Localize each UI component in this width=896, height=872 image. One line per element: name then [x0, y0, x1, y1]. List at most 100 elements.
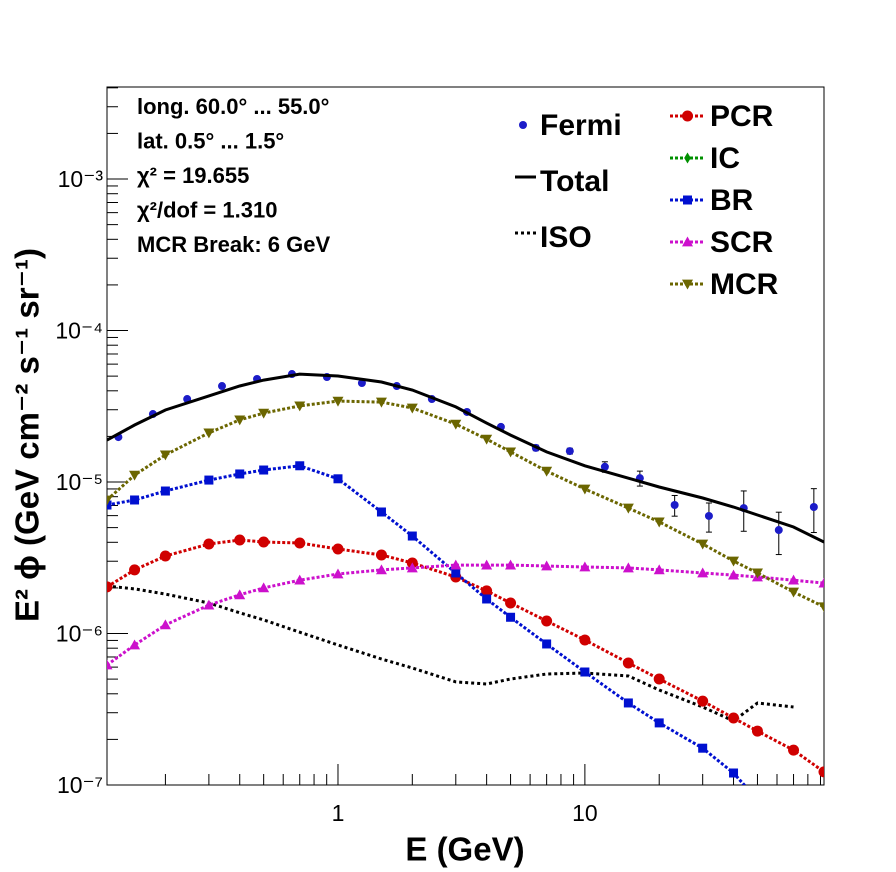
- marker: [653, 517, 665, 528]
- marker: [294, 401, 306, 412]
- legend-text: IC: [710, 142, 740, 175]
- marker: [332, 543, 344, 555]
- marker: [481, 585, 493, 597]
- series-line: [107, 399, 824, 609]
- legend-text: PCR: [710, 100, 774, 133]
- data-point: [704, 511, 713, 520]
- marker: [505, 447, 517, 458]
- marker: [406, 403, 418, 414]
- marker: [505, 597, 517, 609]
- marker: [788, 744, 800, 756]
- marker: [506, 612, 516, 622]
- marker: [751, 725, 763, 737]
- marker: [450, 559, 462, 570]
- y-tick-label: 10⁻⁷: [57, 772, 103, 798]
- data-point: [670, 501, 679, 510]
- x-axis-label: E (GeV): [405, 831, 524, 868]
- marker: [481, 559, 493, 570]
- marker: [622, 503, 634, 514]
- marker: [580, 667, 590, 677]
- marker: [129, 639, 141, 650]
- marker: [295, 461, 305, 471]
- marker: [406, 562, 418, 573]
- data-point: [600, 462, 609, 471]
- marker: [753, 795, 762, 804]
- marker: [159, 619, 171, 630]
- y-tick-label: 10⁻³: [58, 166, 104, 192]
- y-axis-label: E² ϕ (GeV cm⁻² s⁻¹ sr⁻¹): [9, 248, 46, 622]
- marker: [159, 550, 171, 562]
- annotation: χ² = 19.655: [137, 163, 249, 188]
- marker: [159, 450, 171, 461]
- marker: [482, 594, 492, 604]
- data-point: [217, 382, 226, 391]
- marker: [107, 495, 113, 506]
- marker: [294, 574, 306, 585]
- marker: [203, 538, 215, 550]
- marker: [541, 615, 553, 627]
- marker: [259, 465, 269, 475]
- legend-text: Total: [540, 165, 609, 198]
- marker: [258, 536, 270, 548]
- legend-marker: [682, 110, 693, 122]
- y-tick-label: 10⁻⁶: [56, 621, 103, 647]
- annotation: lat. 0.5° ... 1.5°: [137, 128, 284, 153]
- annotation: MCR Break: 6 GeV: [137, 232, 331, 257]
- legend-text: MCR: [710, 268, 779, 301]
- marker: [107, 659, 113, 670]
- legend-marker: [682, 279, 693, 290]
- marker: [541, 466, 553, 477]
- marker: [107, 581, 113, 593]
- legend-marker: [683, 195, 692, 205]
- marker: [728, 569, 740, 580]
- marker: [788, 574, 800, 585]
- marker: [542, 639, 552, 649]
- marker: [653, 564, 665, 575]
- marker: [129, 470, 141, 481]
- marker: [234, 589, 246, 600]
- series-line: [107, 372, 824, 544]
- marker: [333, 474, 343, 484]
- y-tick-label: 10⁻⁴: [55, 318, 103, 344]
- marker: [728, 556, 740, 567]
- marker: [698, 743, 708, 753]
- marker: [505, 559, 517, 570]
- annotation: χ²/dof = 1.310: [137, 197, 277, 222]
- marker: [451, 568, 461, 578]
- marker: [234, 534, 246, 546]
- legend-text: Fermi: [540, 109, 622, 142]
- marker: [204, 475, 214, 485]
- data-point: [809, 503, 818, 512]
- marker: [579, 561, 591, 572]
- marker: [818, 766, 824, 778]
- marker: [450, 419, 462, 430]
- marker: [697, 695, 709, 707]
- x-tick-label: 1: [332, 800, 345, 826]
- marker: [541, 560, 553, 571]
- marker: [697, 539, 709, 550]
- legend-marker: [519, 121, 527, 129]
- marker: [203, 428, 215, 439]
- marker: [332, 396, 344, 407]
- marker: [234, 415, 246, 426]
- series-line: [107, 584, 794, 723]
- marker: [294, 537, 306, 549]
- marker: [622, 562, 634, 573]
- annotation: long. 60.0° ... 55.0°: [137, 94, 329, 119]
- marker: [407, 531, 417, 541]
- y-tick-label: 10⁻⁵: [56, 469, 103, 495]
- series-line: [107, 538, 824, 774]
- marker: [729, 768, 739, 778]
- marker: [481, 434, 493, 445]
- series-line: [107, 563, 824, 667]
- marker: [258, 408, 270, 419]
- data-point: [774, 526, 783, 535]
- marker: [130, 495, 140, 505]
- marker: [375, 564, 387, 575]
- marker: [728, 712, 740, 724]
- marker: [375, 549, 387, 561]
- marker: [375, 397, 387, 408]
- legend-marker: [682, 236, 693, 247]
- legend-marker: [684, 152, 691, 164]
